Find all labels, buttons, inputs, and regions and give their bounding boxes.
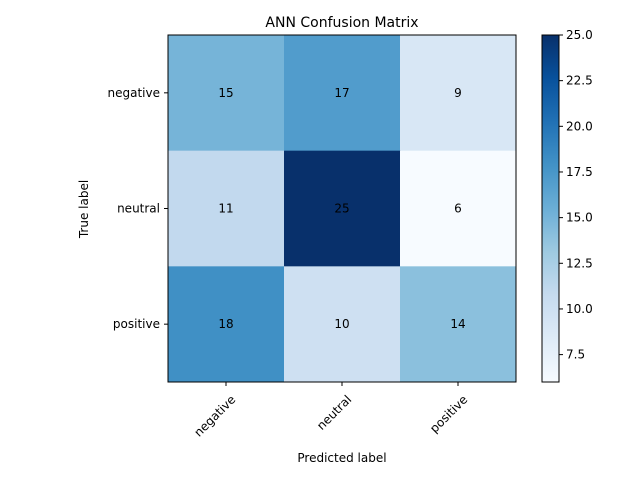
x-tick-label: negative [191,392,238,439]
colorbar-tick-label: 17.5 [566,165,593,179]
y-tick-label: negative [108,86,160,100]
x-tick-label: positive [427,392,470,435]
heatmap-cell [284,150,401,267]
heatmap-cell [168,150,285,267]
y-axis-ticks: negative neutral positive [108,86,168,331]
cell-value-label: 15 [218,86,233,100]
colorbar-tick-label: 10.0 [566,302,593,316]
x-axis-ticks: negative neutral positive [191,382,470,439]
colorbar-tick-label: 20.0 [566,119,593,133]
colorbar-ticks: 7.5 10.0 12.5 15.0 17.5 20.0 22.5 25.0 [559,28,593,362]
heatmap-cell [284,35,401,152]
x-axis-label: Predicted label [297,451,386,465]
heatmap-cell [168,266,285,383]
cell-value-label: 6 [454,202,462,216]
colorbar [541,34,560,383]
y-tick-label: positive [113,317,160,331]
heatmap-cell [168,35,285,152]
cell-value-label: 25 [334,202,349,216]
cell-value-label: 14 [450,317,465,331]
colorbar-tick-label: 22.5 [566,74,593,88]
cell-value-label: 11 [218,202,233,216]
heatmap-cell [400,266,517,383]
heatmap-cell [400,35,517,152]
colorbar-tick-label: 25.0 [566,28,593,42]
chart-title: ANN Confusion Matrix [265,15,418,31]
cell-value-label: 10 [334,317,349,331]
heatmap-cell [284,266,401,383]
colorbar-tick-label: 12.5 [566,256,593,270]
cell-value-label: 9 [454,86,462,100]
x-tick-label: neutral [314,392,354,432]
cell-value-label: 18 [218,317,233,331]
heatmap-cell [400,150,517,267]
y-axis-label: True label [77,180,91,239]
heatmap-cells: 15 17 9 11 25 6 18 10 14 [168,35,517,383]
y-tick-label: neutral [117,202,160,216]
cell-value-label: 17 [334,86,349,100]
colorbar-tick-label: 7.5 [566,348,585,362]
colorbar-tick-label: 15.0 [566,211,593,225]
